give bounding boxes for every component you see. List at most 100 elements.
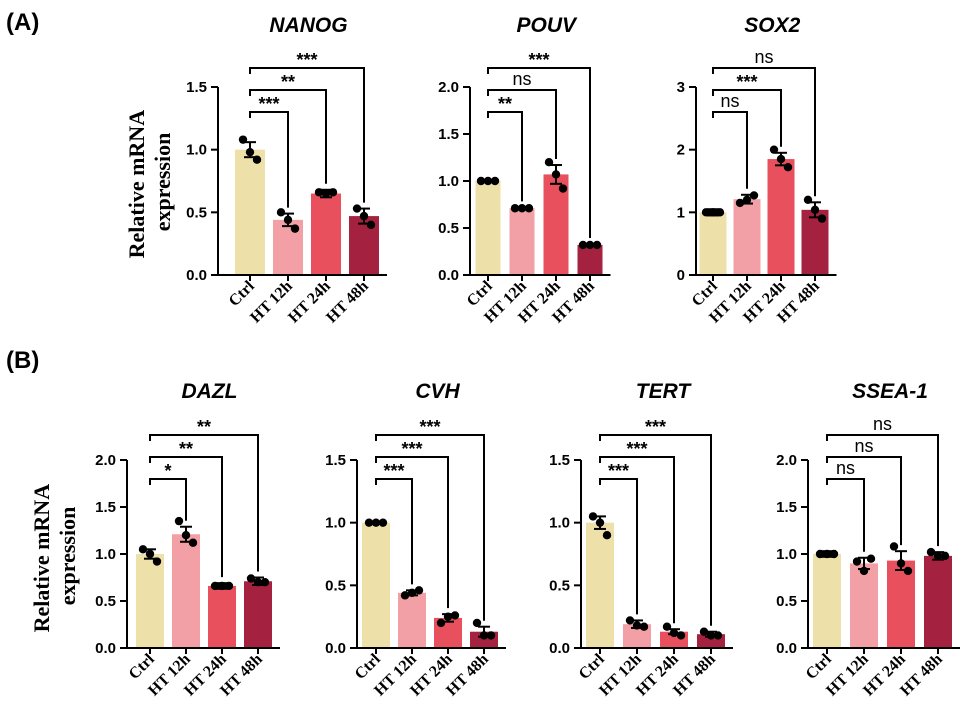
data-point bbox=[472, 618, 482, 628]
data-point bbox=[224, 581, 234, 591]
significance-label: * bbox=[164, 461, 171, 481]
bar bbox=[733, 199, 761, 275]
y-tick-label: 1.5 bbox=[95, 499, 116, 516]
data-point bbox=[476, 176, 486, 186]
chart-title: NANOG bbox=[269, 14, 347, 37]
y-tick-label: 3 bbox=[677, 79, 685, 96]
chart-title: SOX2 bbox=[744, 14, 800, 37]
data-point bbox=[699, 627, 709, 636]
significance-label: ns bbox=[720, 91, 739, 111]
y-tick-label: 1.0 bbox=[95, 546, 116, 563]
significance-label: *** bbox=[608, 461, 629, 481]
bar bbox=[509, 208, 535, 275]
bar bbox=[767, 159, 795, 275]
y-tick-label: 0.5 bbox=[95, 593, 116, 610]
x-tick-label: HT 48h bbox=[323, 278, 372, 327]
significance-label: ns bbox=[754, 47, 773, 67]
bar bbox=[924, 555, 952, 648]
data-point bbox=[359, 211, 369, 221]
y-tick-label: 1.5 bbox=[325, 452, 346, 469]
y-tick-label: 1.0 bbox=[438, 173, 459, 190]
significance-bracket bbox=[149, 456, 223, 578]
data-point bbox=[544, 158, 554, 167]
y-tick-label: 1.0 bbox=[325, 515, 346, 532]
x-tick-label: HT 48h bbox=[897, 651, 946, 700]
ylabel-line-2: expression bbox=[55, 507, 80, 606]
significance-bracket bbox=[149, 478, 187, 521]
y-tick-label: 1.0 bbox=[776, 546, 797, 563]
significance-bracket bbox=[599, 434, 712, 626]
data-point bbox=[436, 618, 446, 628]
data-point bbox=[889, 542, 899, 551]
data-point bbox=[852, 557, 862, 566]
bar bbox=[586, 522, 614, 648]
significance-label: ns bbox=[512, 69, 531, 89]
significance-bracket bbox=[249, 89, 327, 184]
data-point bbox=[625, 616, 635, 625]
significance-bracket bbox=[249, 67, 365, 203]
data-point bbox=[145, 549, 155, 559]
ylabel-line-1: Relative mRNA bbox=[124, 110, 149, 259]
y-tick-label: 1.5 bbox=[186, 79, 207, 96]
data-point bbox=[364, 518, 374, 527]
data-point bbox=[352, 204, 362, 213]
data-point bbox=[366, 220, 376, 230]
data-point bbox=[742, 195, 752, 204]
y-tick-label: 1 bbox=[677, 204, 685, 221]
data-point bbox=[866, 554, 876, 563]
significance-label: *** bbox=[296, 50, 317, 70]
data-point bbox=[321, 189, 331, 198]
data-point bbox=[414, 586, 424, 595]
data-point bbox=[378, 518, 388, 527]
significance-label: *** bbox=[626, 439, 647, 459]
data-point bbox=[181, 531, 191, 540]
y-tick-label: 0 bbox=[677, 267, 685, 284]
bar bbox=[208, 585, 236, 648]
data-point bbox=[735, 198, 745, 208]
data-point bbox=[715, 208, 725, 217]
data-point bbox=[632, 621, 642, 630]
significance-label: ns bbox=[836, 458, 855, 478]
data-point bbox=[810, 205, 820, 215]
data-point bbox=[933, 551, 943, 561]
bar bbox=[235, 149, 265, 275]
significance-label: *** bbox=[528, 50, 549, 70]
significance-bracket bbox=[487, 111, 523, 202]
data-point bbox=[896, 559, 906, 568]
data-point bbox=[245, 147, 255, 157]
y-tick-label: 0.0 bbox=[549, 640, 570, 657]
data-point bbox=[829, 549, 839, 559]
x-tick-label: HT 48h bbox=[670, 651, 719, 700]
significance-label: ** bbox=[197, 417, 211, 437]
significance-label: ** bbox=[498, 94, 512, 114]
significance-bracket bbox=[149, 434, 259, 572]
significance-label: ** bbox=[281, 72, 295, 92]
data-point bbox=[517, 204, 527, 213]
significance-label: ns bbox=[873, 414, 892, 434]
y-tick-label: 1.0 bbox=[186, 142, 207, 159]
y-tick-label: 2.0 bbox=[438, 79, 459, 96]
data-point bbox=[152, 557, 162, 566]
significance-bracket bbox=[487, 89, 557, 160]
bar bbox=[398, 592, 426, 648]
chart-title: SSEA-1 bbox=[852, 380, 928, 403]
x-tick-label: Ctrl bbox=[226, 277, 259, 310]
bar bbox=[172, 534, 200, 648]
bar bbox=[577, 244, 603, 275]
data-point bbox=[578, 240, 588, 250]
data-point bbox=[822, 549, 832, 559]
ylabel-row-a: Relative mRNA expression bbox=[124, 106, 175, 259]
bar bbox=[362, 522, 390, 648]
data-point bbox=[253, 578, 263, 587]
data-point bbox=[371, 518, 381, 527]
data-point bbox=[400, 591, 410, 600]
data-point bbox=[276, 208, 286, 217]
data-point bbox=[903, 566, 913, 576]
ylabel-line-2: expression bbox=[150, 133, 175, 232]
data-point bbox=[450, 611, 460, 620]
y-tick-label: 0.5 bbox=[776, 593, 797, 610]
y-tick-label: 0.0 bbox=[95, 640, 116, 657]
significance-bracket bbox=[712, 89, 782, 147]
data-point bbox=[859, 566, 869, 576]
